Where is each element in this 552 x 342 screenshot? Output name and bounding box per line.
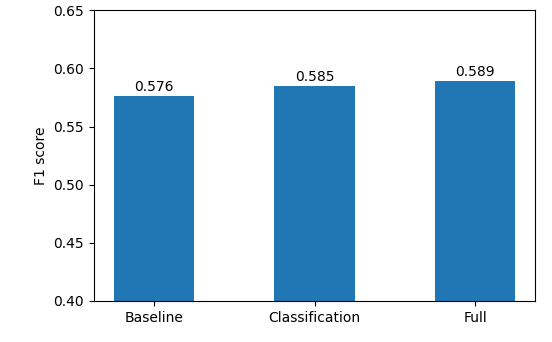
Bar bbox=[114, 96, 194, 342]
Text: 0.576: 0.576 bbox=[134, 80, 174, 94]
Text: 0.589: 0.589 bbox=[455, 65, 495, 79]
Text: 0.585: 0.585 bbox=[295, 69, 335, 83]
Bar bbox=[435, 81, 516, 342]
Bar bbox=[274, 86, 355, 342]
Y-axis label: F1 score: F1 score bbox=[34, 126, 48, 185]
